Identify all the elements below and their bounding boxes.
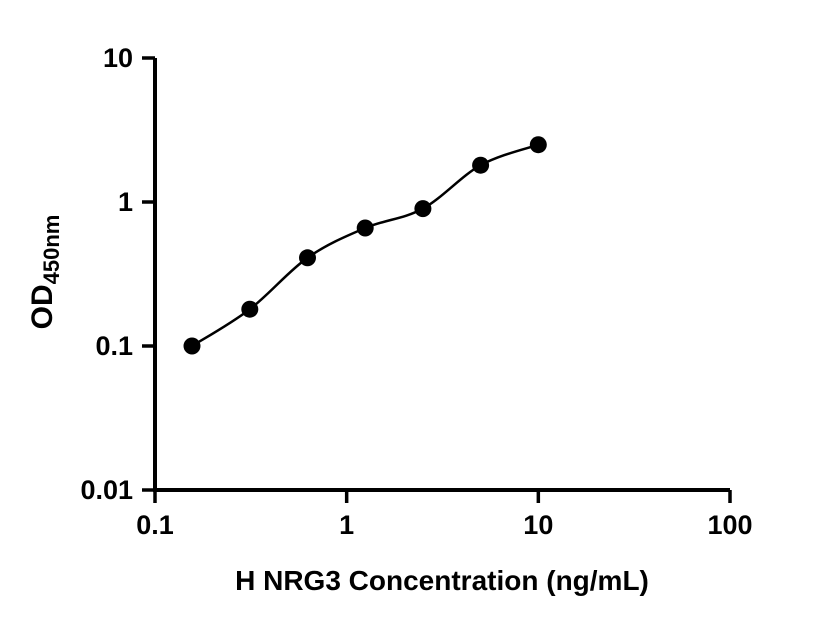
x-tick-label: 10 (523, 510, 553, 540)
data-point (299, 249, 316, 267)
data-point (183, 337, 201, 355)
y-axis-title: OD450nm (26, 215, 64, 330)
fit-curve (191, 143, 539, 348)
x-tick-label: 100 (707, 510, 752, 540)
x-tick-label: 1 (339, 510, 354, 540)
axes (153, 58, 730, 492)
y-axis-title-main: OD (26, 284, 59, 329)
data-point (241, 300, 259, 318)
y-axis-title-subscript: 450nm (39, 215, 64, 285)
data-point (414, 200, 432, 218)
data-point (529, 136, 547, 154)
data-point (472, 156, 490, 174)
x-tick-label: 0.1 (136, 510, 174, 540)
y-tick-label: 10 (103, 43, 133, 73)
x-axis-title: H NRG3 Concentration (ng/mL) (235, 565, 649, 596)
data-point (356, 219, 374, 237)
y-tick-label: 1 (118, 187, 133, 217)
y-tick-label: 0.01 (80, 475, 133, 505)
y-tick-label: 0.1 (95, 331, 133, 361)
